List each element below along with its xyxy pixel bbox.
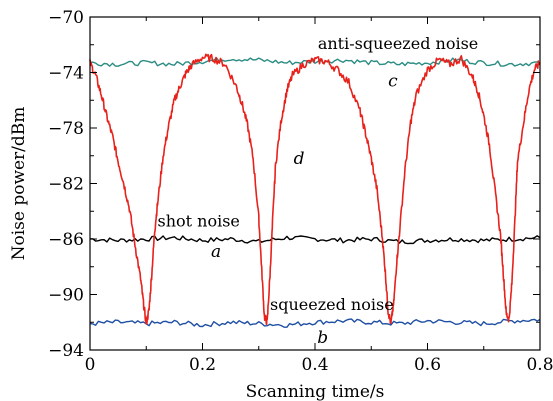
y-tick-label: −78	[48, 119, 84, 139]
x-tick-label: 0.8	[526, 355, 553, 375]
y-axis-label: Noise power/dBm	[9, 107, 29, 261]
y-tick-label: −82	[48, 175, 84, 195]
axis-ticks	[89, 16, 541, 351]
series-letter: c	[388, 71, 398, 91]
tick-labels: 0 0.2 0.4 0.6 0.8 −94 −90 −86 −82 −78 −74 −70	[48, 8, 553, 375]
y-tick-label: −90	[48, 286, 84, 306]
y-tick-label: −86	[48, 230, 84, 250]
series-line-c	[89, 57, 541, 67]
plot-lines	[89, 53, 541, 328]
series-annotation: squeezed noise	[270, 295, 394, 314]
x-tick-label: 0	[85, 355, 96, 375]
series-letter: a	[211, 242, 221, 262]
series-annotation: shot noise	[158, 212, 240, 231]
annotations: anti-squeezed noise shot noise squeezed no…	[158, 34, 479, 348]
y-tick-label: −70	[48, 8, 84, 28]
x-tick-label: 0.2	[189, 355, 216, 375]
x-tick-label: 0.6	[414, 355, 441, 375]
series-letter: d	[294, 149, 305, 169]
series-line-b	[89, 318, 541, 328]
series-letter: b	[317, 328, 328, 348]
series-line-d	[89, 53, 541, 325]
x-tick-label: 0.4	[301, 355, 328, 375]
y-tick-label: −94	[48, 341, 84, 361]
series-annotation: anti-squeezed noise	[318, 34, 478, 53]
y-tick-label: −74	[48, 64, 84, 84]
series-line-a	[89, 235, 541, 245]
x-axis-label: Scanning time/s	[246, 382, 385, 401]
